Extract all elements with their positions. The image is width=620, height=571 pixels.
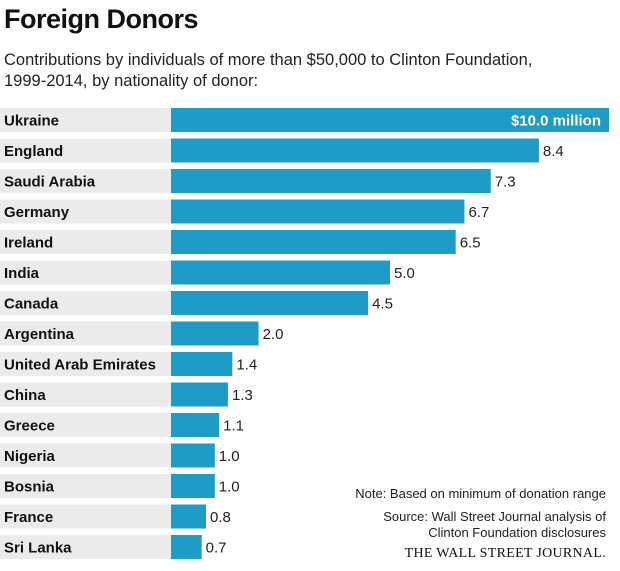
category-label-canada: Canada [4,296,59,313]
bar-nigeria [171,443,215,468]
category-label-china: China [4,387,46,404]
label-band-canada [0,291,171,315]
label-band-china [0,382,171,407]
chart-title: Foreign Donors [4,4,199,34]
bar-saudi-arabia [171,169,491,193]
value-label-ireland: 6.5 [460,235,481,252]
value-label-saudi-arabia: 7.3 [495,174,516,191]
bar-india [171,260,390,285]
value-label-canada: 4.5 [372,296,393,313]
label-band-england [0,138,171,163]
subtitle-line-1: Contributions by individuals of more tha… [4,51,533,69]
label-band-greece [0,413,171,437]
category-label-england: England [4,143,63,160]
value-label-nigeria: 1.0 [219,448,240,465]
bar-england [171,138,539,163]
value-label-france: 0.8 [210,509,231,526]
subtitle-line-2: 1999-2014, by nationality of donor: [4,72,259,90]
chart-source: Source: Wall Street Journal analysis of … [346,509,606,541]
label-band-bosnia [0,474,171,498]
category-label-bosnia: Bosnia [4,479,55,496]
chart-note: Note: Based on minimum of donation range [355,486,606,501]
category-label-ireland: Ireland [4,235,53,252]
category-label-argentina: Argentina [4,326,75,343]
category-label-united-arab-emirates: United Arab Emirates [4,357,156,374]
label-band-saudi-arabia [0,169,171,193]
chart-subtitle: Contributions by individuals of more tha… [4,50,614,92]
bar-argentina [171,321,259,346]
bar-greece [171,413,220,437]
category-label-india: India [4,265,40,282]
label-band-sri-lanka [0,535,171,559]
label-band-united-arab-emirates [0,352,171,376]
bar-bosnia [171,474,215,498]
value-label-greece: 1.1 [223,418,244,435]
bar-united-arab-emirates [171,352,233,376]
bar-ukraine [171,108,609,132]
category-label-germany: Germany [4,204,70,221]
category-label-france: France [4,509,53,526]
source-line-2: Clinton Foundation disclosures [428,525,606,540]
label-band-france [0,504,171,529]
value-label-india: 5.0 [394,265,415,282]
label-band-ireland [0,230,171,254]
label-band-ukraine [0,108,171,132]
category-label-nigeria: Nigeria [4,448,56,465]
value-label-argentina: 2.0 [263,326,284,343]
category-label-sri-lanka: Sri Lanka [4,540,72,557]
bar-china [171,382,228,407]
label-band-argentina [0,321,171,346]
label-band-india [0,260,171,285]
category-label-ukraine: Ukraine [4,113,59,130]
bar-germany [171,199,465,224]
value-label-england: 8.4 [543,143,564,160]
bar-canada [171,291,369,315]
value-label-germany: 6.7 [468,204,489,221]
value-label-ukraine: $10.0 million [511,113,601,130]
value-label-bosnia: 1.0 [219,479,240,496]
value-label-china: 1.3 [232,387,253,404]
category-label-greece: Greece [4,418,55,435]
publisher-credit: THE WALL STREET JOURNAL. [404,546,606,561]
label-band-germany [0,199,171,224]
bar-ireland [171,230,456,254]
source-line-1: Source: Wall Street Journal analysis of [383,509,606,524]
bar-france [171,504,207,529]
bar-sri-lanka [171,535,202,559]
value-label-sri-lanka: 0.7 [206,540,227,557]
label-band-nigeria [0,443,171,468]
value-label-united-arab-emirates: 1.4 [236,357,257,374]
category-label-saudi-arabia: Saudi Arabia [4,174,96,191]
